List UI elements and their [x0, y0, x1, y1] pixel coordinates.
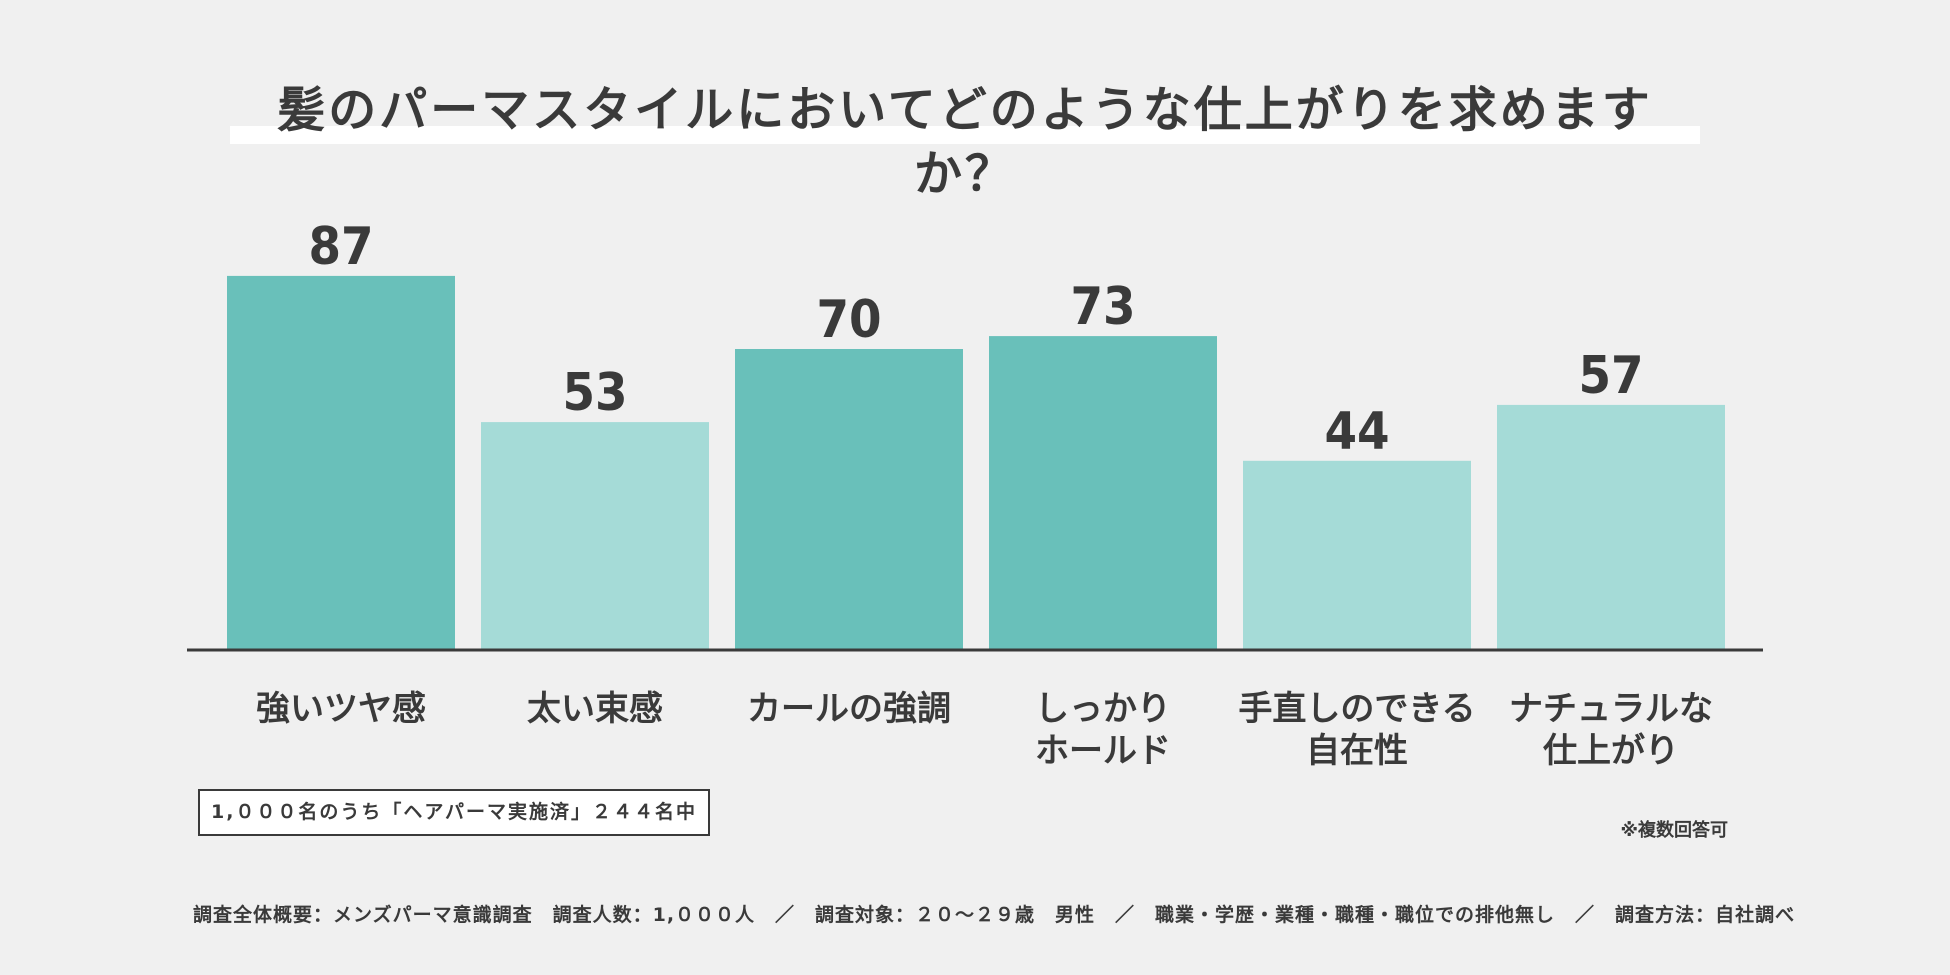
- category-label-3-line-1: カールの強調: [747, 689, 951, 729]
- category-label-2-line-1: 太い束感: [527, 689, 663, 729]
- bar-6: [1497, 404, 1725, 650]
- bar-1: [227, 275, 455, 650]
- category-label-5-line-1: 手直しのできる: [1238, 689, 1475, 729]
- category-label-1-line-1: 強いツヤ感: [256, 689, 426, 729]
- bar-5: [1243, 460, 1471, 650]
- bar-value-label-3: 70: [816, 290, 881, 350]
- bar-value-label-5: 44: [1324, 402, 1389, 462]
- bar-value-label-1: 87: [308, 217, 373, 277]
- category-label-6-line-1: ナチュラルな: [1509, 689, 1713, 729]
- category-label-4-line-2: ホールド: [1035, 731, 1171, 771]
- category-label-5-line-2: 自在性: [1306, 731, 1408, 771]
- category-label-4-line-1: しっかり: [1035, 689, 1171, 729]
- bar-3: [735, 349, 963, 650]
- chart-title: 髪のパーマスタイルにおいてどのような仕上がりを求めますか？: [277, 82, 1653, 202]
- title-underline: [230, 126, 1700, 144]
- bar-2: [481, 422, 709, 650]
- chart-title-wrap: 髪のパーマスタイルにおいてどのような仕上がりを求めますか？: [230, 78, 1700, 202]
- bar-value-label-6: 57: [1578, 346, 1643, 406]
- bar-value-label-4: 73: [1070, 277, 1135, 337]
- respondent-note: 1,０００名のうち「ヘアパーマ実施済」２４４名中: [198, 789, 710, 836]
- bar-value-label-2: 53: [562, 363, 627, 423]
- multiple-answers-note: ※複数回答可: [1620, 820, 1729, 841]
- survey-footer: 調査全体概要：メンズパーマ意識調査 調査人数：1,０００人 ／ 調査対象：２０〜…: [193, 904, 1796, 926]
- bar-4: [989, 336, 1217, 650]
- category-label-6-line-2: 仕上がり: [1543, 731, 1679, 771]
